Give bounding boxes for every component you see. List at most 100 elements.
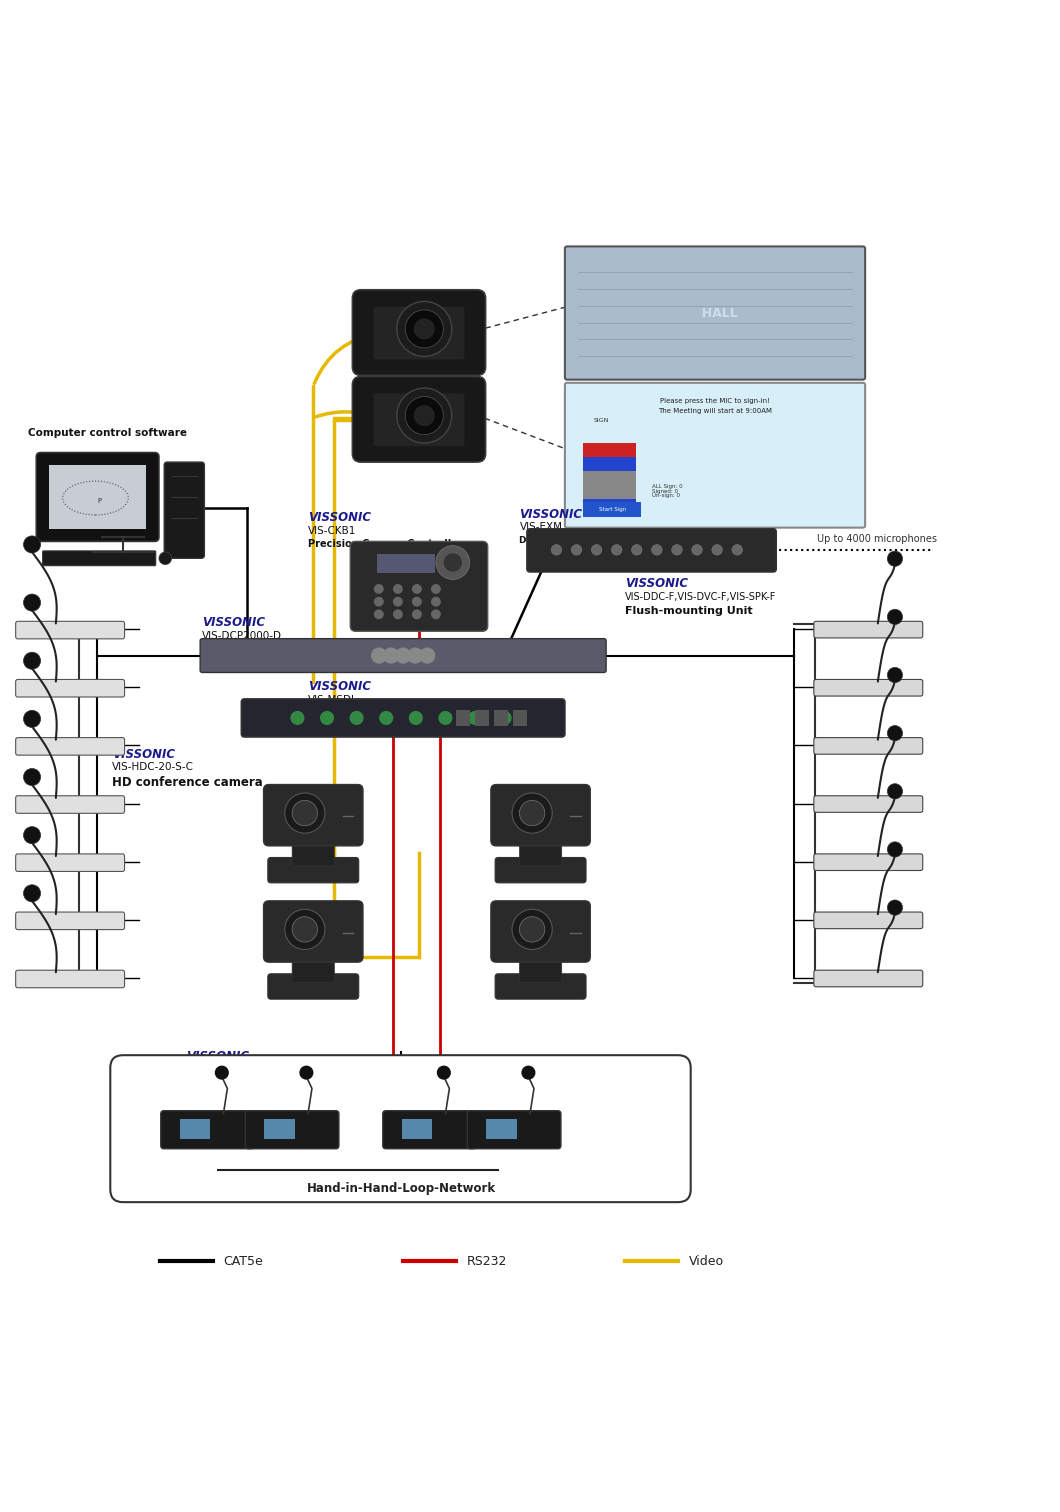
Circle shape [431, 585, 440, 593]
Circle shape [374, 611, 383, 618]
Circle shape [887, 726, 902, 741]
Text: Signed: 0: Signed: 0 [652, 488, 677, 493]
Circle shape [413, 405, 435, 426]
FancyBboxPatch shape [527, 529, 776, 572]
Circle shape [285, 792, 325, 833]
Circle shape [519, 916, 545, 942]
Circle shape [293, 916, 318, 942]
FancyBboxPatch shape [814, 912, 923, 928]
Text: RS232: RS232 [466, 1255, 507, 1269]
Circle shape [350, 712, 363, 724]
FancyBboxPatch shape [373, 393, 464, 446]
FancyBboxPatch shape [161, 1111, 254, 1149]
Circle shape [431, 597, 440, 606]
Bar [180, 1119, 210, 1139]
Text: HD conference camera: HD conference camera [112, 776, 263, 789]
Bar [264, 1119, 295, 1139]
Text: VIS-HDC-20-S-C: VIS-HDC-20-S-C [112, 762, 194, 773]
Circle shape [408, 649, 423, 662]
Circle shape [412, 585, 421, 593]
Text: CAT5e: CAT5e [224, 1255, 263, 1269]
FancyBboxPatch shape [491, 901, 590, 962]
Circle shape [372, 649, 387, 662]
Circle shape [469, 712, 481, 724]
Text: VISSONIC: VISSONIC [187, 1049, 249, 1063]
FancyBboxPatch shape [110, 1055, 691, 1202]
Text: HALL: HALL [692, 307, 738, 319]
FancyBboxPatch shape [264, 901, 363, 962]
Circle shape [393, 585, 402, 593]
FancyBboxPatch shape [16, 679, 125, 697]
Text: VIS-EXM: VIS-EXM [519, 522, 563, 532]
Circle shape [438, 1066, 450, 1080]
Text: VISSONIC: VISSONIC [202, 617, 265, 629]
Circle shape [395, 649, 410, 662]
FancyBboxPatch shape [383, 1111, 476, 1149]
Circle shape [23, 594, 40, 611]
FancyBboxPatch shape [293, 951, 334, 983]
Text: VISSONIC: VISSONIC [308, 511, 371, 523]
FancyBboxPatch shape [491, 785, 590, 845]
Text: ALL Sign: 0: ALL Sign: 0 [652, 484, 683, 490]
FancyBboxPatch shape [495, 857, 586, 883]
Circle shape [498, 712, 511, 724]
Circle shape [887, 783, 902, 798]
Circle shape [512, 792, 552, 833]
Text: Un-sign: 0: Un-sign: 0 [652, 493, 679, 497]
Circle shape [652, 544, 662, 555]
Bar [456, 711, 470, 726]
Circle shape [413, 319, 435, 340]
Text: Start Sign: Start Sign [599, 507, 626, 513]
Text: SIGN: SIGN [594, 417, 608, 423]
Text: Projector: Projector [383, 380, 455, 393]
FancyBboxPatch shape [519, 951, 562, 983]
Circle shape [692, 544, 703, 555]
Circle shape [393, 597, 402, 606]
FancyBboxPatch shape [16, 621, 125, 640]
FancyBboxPatch shape [16, 912, 125, 930]
Circle shape [436, 546, 470, 579]
Circle shape [23, 768, 40, 786]
Circle shape [405, 396, 443, 434]
Circle shape [420, 649, 435, 662]
Circle shape [374, 597, 383, 606]
FancyBboxPatch shape [16, 738, 125, 754]
Text: Wired Digital Voting Unit with Channel Selector: Wired Digital Voting Unit with Channel S… [187, 1078, 483, 1089]
FancyBboxPatch shape [245, 1111, 339, 1149]
Bar [513, 711, 527, 726]
Circle shape [612, 544, 622, 555]
Bar [402, 1119, 431, 1139]
Text: Digtial Conference Extension Main Unit: Digtial Conference Extension Main Unit [519, 537, 720, 546]
Circle shape [23, 535, 40, 553]
Bar [494, 711, 508, 726]
Bar [583, 443, 636, 510]
FancyBboxPatch shape [268, 857, 358, 883]
Text: VISSONIC: VISSONIC [112, 747, 175, 761]
Circle shape [512, 909, 552, 950]
Text: VISSONIC: VISSONIC [519, 508, 582, 520]
Circle shape [396, 389, 452, 443]
Text: The Meeting will start at 9:00AM: The Meeting will start at 9:00AM [658, 408, 772, 414]
Text: VIS-DVC-T/DVD-T: VIS-DVC-T/DVD-T [187, 1064, 273, 1075]
Circle shape [215, 1066, 228, 1080]
FancyBboxPatch shape [467, 1111, 561, 1149]
Circle shape [632, 544, 642, 555]
FancyBboxPatch shape [42, 550, 156, 565]
Circle shape [285, 909, 325, 950]
Circle shape [300, 1066, 313, 1080]
Bar [583, 470, 636, 499]
FancyBboxPatch shape [814, 738, 923, 754]
Circle shape [412, 611, 421, 618]
Circle shape [887, 609, 902, 624]
FancyBboxPatch shape [16, 854, 125, 871]
Circle shape [374, 585, 383, 593]
Circle shape [887, 842, 902, 857]
FancyBboxPatch shape [16, 971, 125, 987]
Circle shape [712, 544, 723, 555]
Bar [376, 553, 435, 573]
Circle shape [519, 800, 545, 826]
FancyBboxPatch shape [814, 854, 923, 871]
Circle shape [393, 611, 402, 618]
Circle shape [551, 544, 562, 555]
FancyBboxPatch shape [242, 699, 565, 736]
